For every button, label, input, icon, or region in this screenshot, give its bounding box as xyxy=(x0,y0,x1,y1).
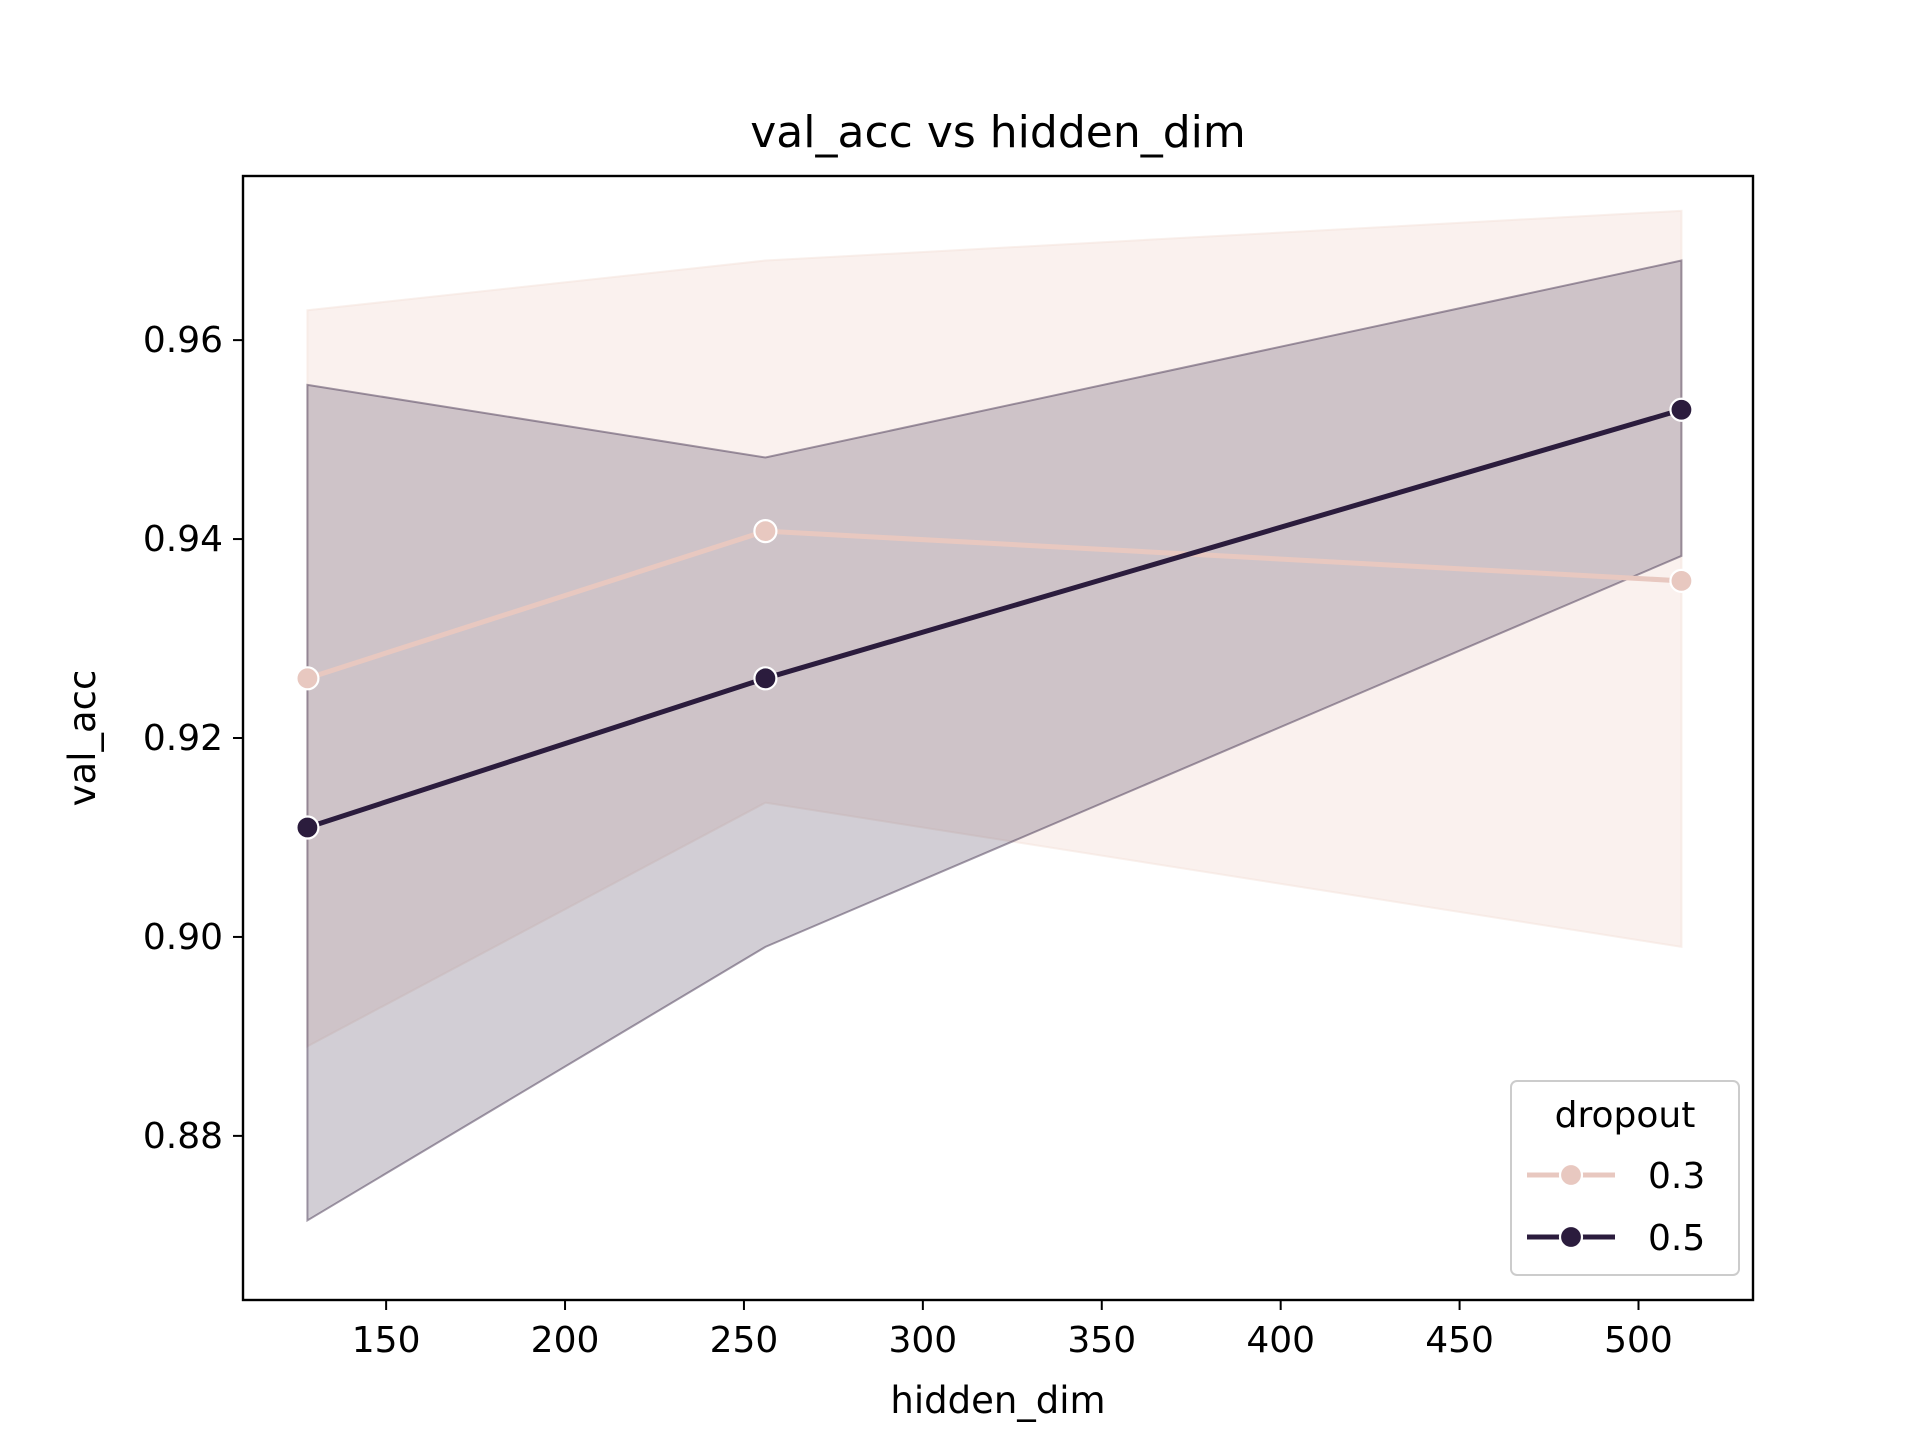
y-axis-ticks: 0.88 0.90 0.92 0.94 0.96 xyxy=(143,320,243,1157)
legend: dropout 0.3 0.5 xyxy=(1510,1080,1740,1276)
y-tick-label: 0.90 xyxy=(143,917,223,958)
legend-entries: 0.3 0.5 xyxy=(1527,1156,1705,1259)
y-axis-title: val_acc xyxy=(61,670,104,807)
legend-label-0.3: 0.3 xyxy=(1648,1156,1705,1197)
data-point-0.3-256 xyxy=(753,519,778,544)
legend-marker-0.5 xyxy=(1558,1224,1584,1250)
x-tick-label: 400 xyxy=(1246,1320,1315,1361)
y-tick-label: 0.92 xyxy=(143,718,223,759)
data-point-0.3-128 xyxy=(295,666,320,691)
x-tick-label: 500 xyxy=(1604,1320,1673,1361)
y-tick-label: 0.88 xyxy=(143,1116,223,1157)
legend-label-0.5: 0.5 xyxy=(1648,1218,1705,1259)
chart-title: val_acc vs hidden_dim xyxy=(750,107,1245,158)
legend-title: dropout xyxy=(1555,1095,1696,1136)
x-axis-ticks: 150 200 250 300 350 400 450 500 xyxy=(352,1300,1673,1361)
x-tick-label: 450 xyxy=(1425,1320,1494,1361)
data-point-0.3-512 xyxy=(1669,568,1694,593)
ci-band-0.5 xyxy=(306,259,1683,1223)
x-tick-label: 200 xyxy=(531,1320,600,1361)
series-markers xyxy=(295,397,1694,840)
x-tick-label: 250 xyxy=(710,1320,779,1361)
x-tick-label: 150 xyxy=(352,1320,421,1361)
data-point-0.5-256 xyxy=(753,666,778,691)
y-tick-label: 0.94 xyxy=(143,519,223,560)
x-axis-title: hidden_dim xyxy=(890,1379,1105,1422)
x-tick-label: 350 xyxy=(1067,1320,1136,1361)
legend-marker-0.3 xyxy=(1558,1162,1584,1188)
y-tick-label: 0.96 xyxy=(143,320,223,361)
data-point-0.5-512 xyxy=(1669,397,1694,422)
x-tick-label: 300 xyxy=(888,1320,957,1361)
ci-bands xyxy=(306,209,1683,1223)
data-point-0.5-128 xyxy=(295,815,320,840)
